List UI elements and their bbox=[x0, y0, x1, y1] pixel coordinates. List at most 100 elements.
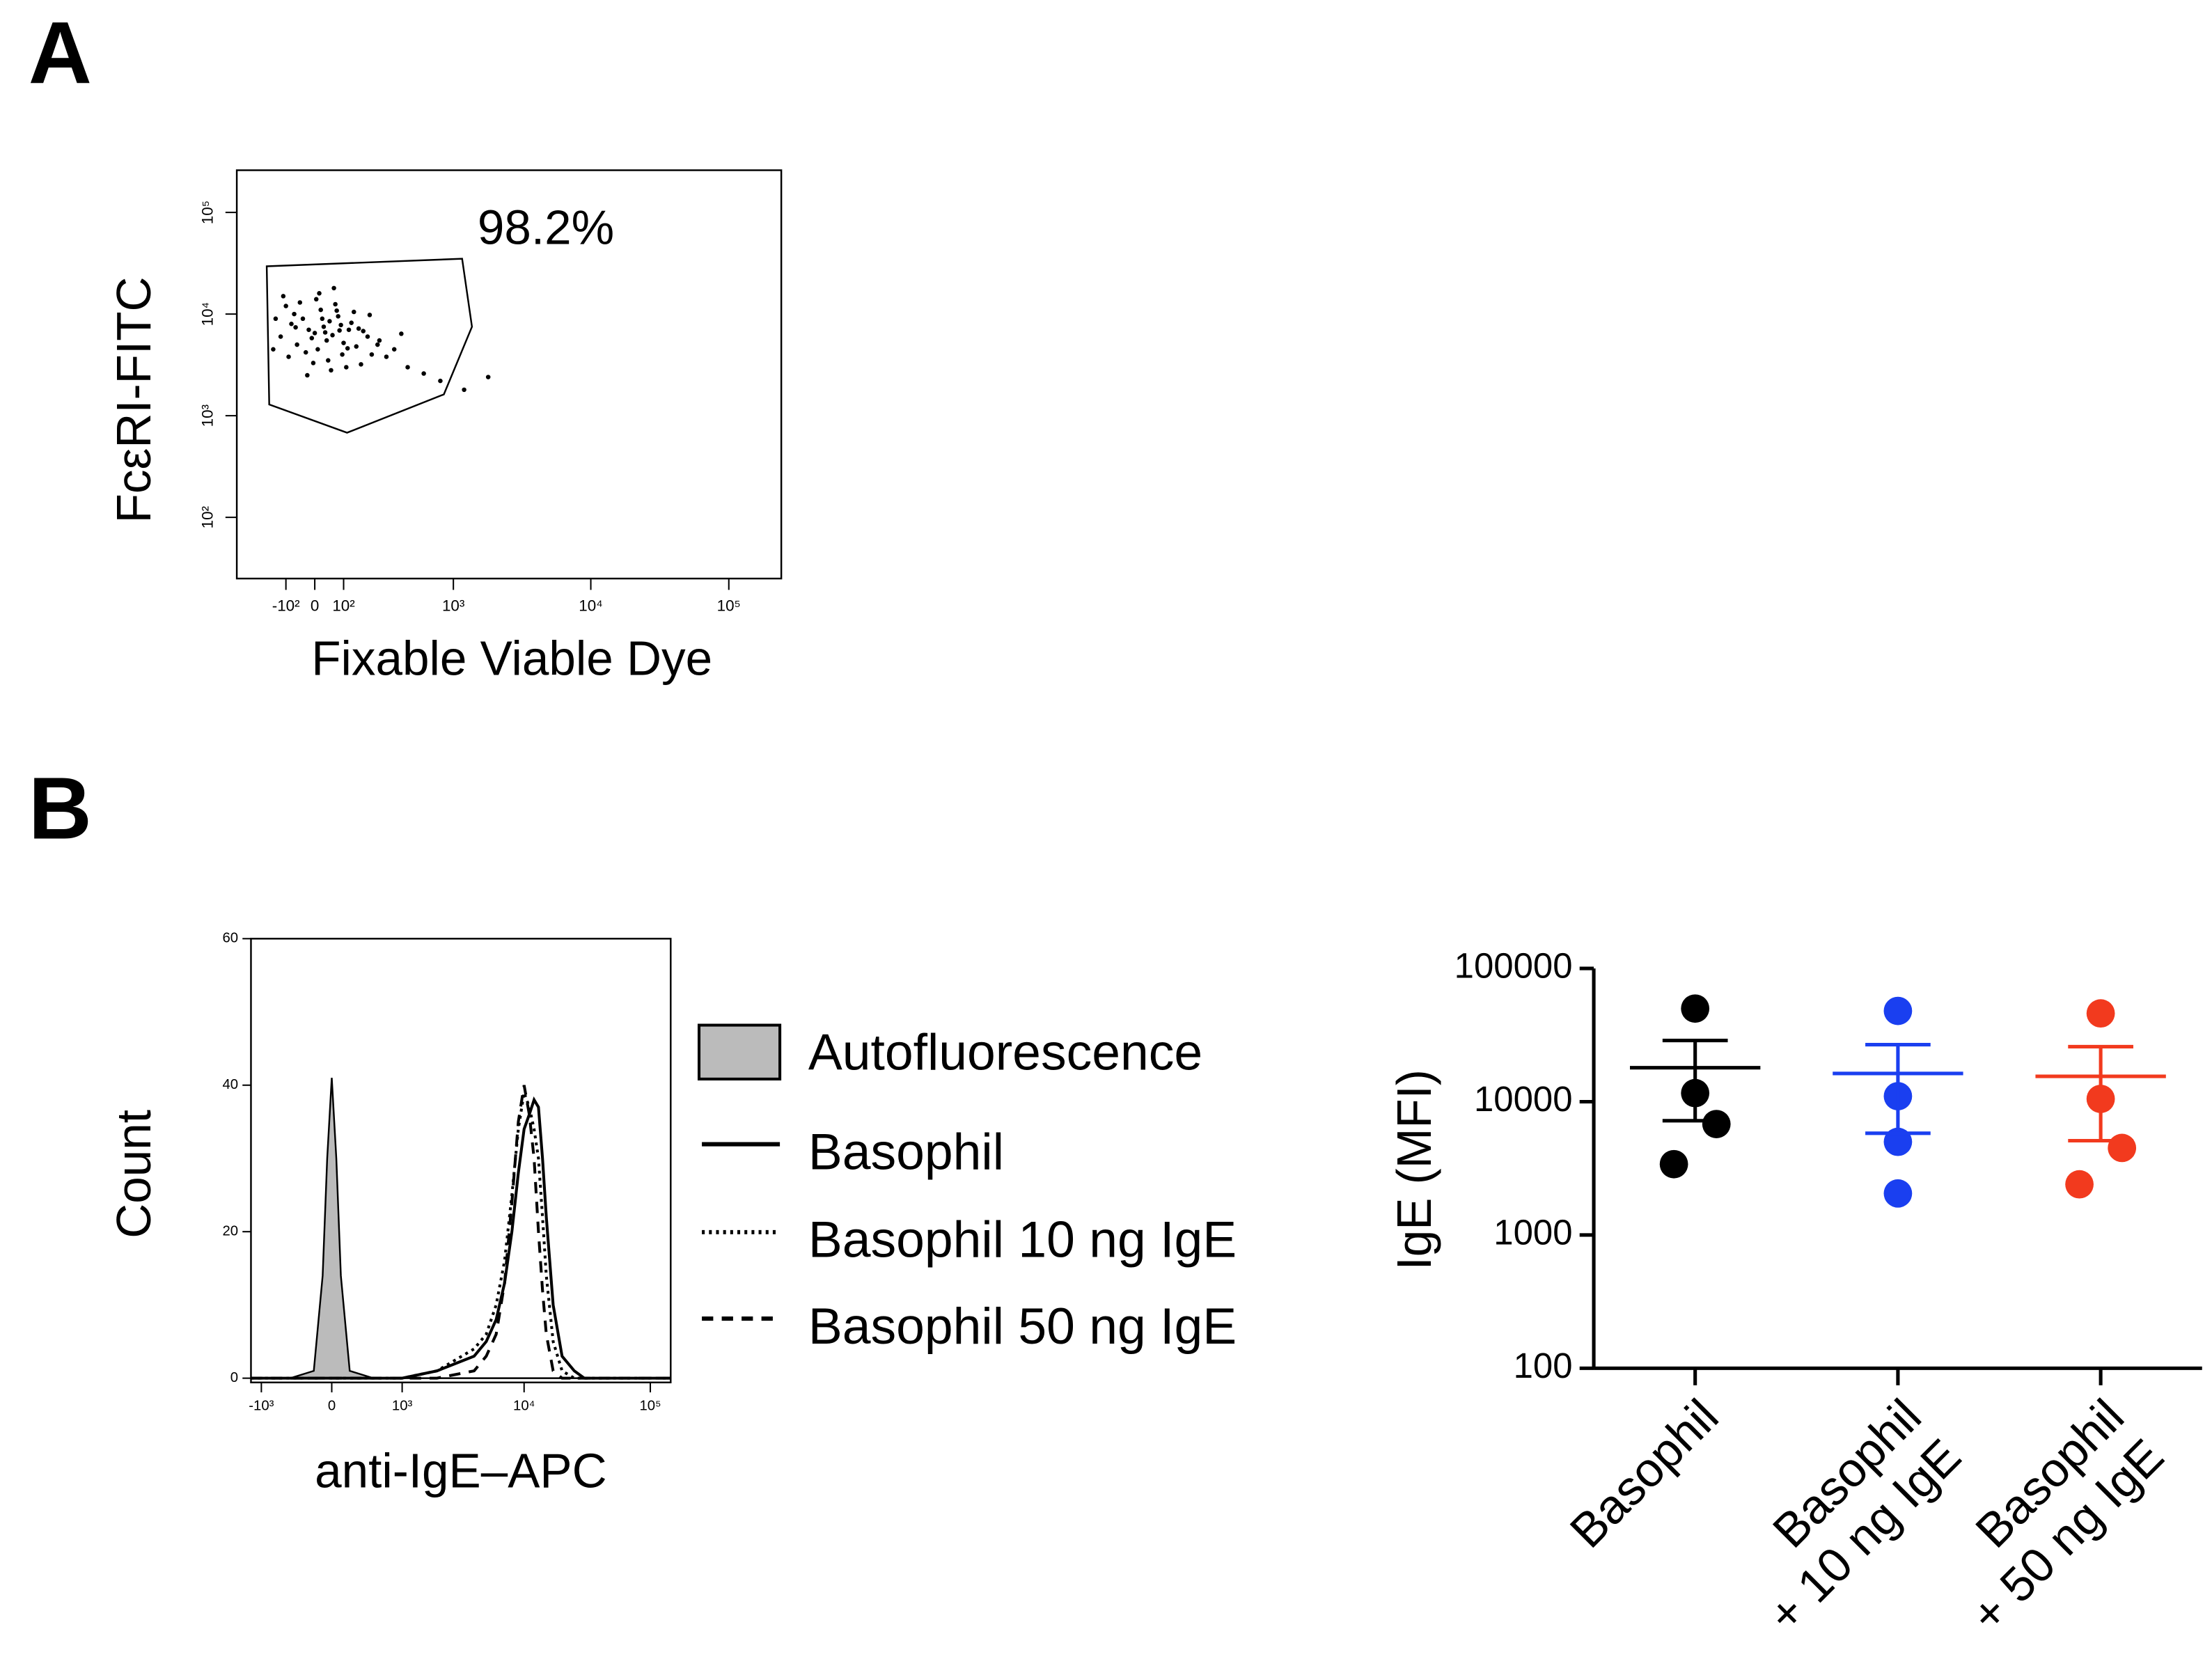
event-dot bbox=[329, 368, 334, 373]
event-dot bbox=[340, 352, 345, 357]
y-tick-label: 1000 bbox=[1493, 1212, 1572, 1252]
event-dot bbox=[324, 338, 329, 343]
y-tick-label: 60 bbox=[222, 931, 238, 946]
event-dot bbox=[356, 326, 361, 331]
event-dot bbox=[344, 365, 349, 370]
gate bbox=[265, 258, 473, 434]
event-dot bbox=[312, 331, 317, 336]
x-tick-label: 10⁵ bbox=[717, 597, 741, 615]
panel-label: B bbox=[29, 759, 92, 857]
event-dot bbox=[367, 313, 372, 317]
event-dot bbox=[352, 309, 356, 315]
event-dot bbox=[289, 321, 294, 327]
y-tick-label: 40 bbox=[222, 1077, 238, 1092]
event-dot bbox=[330, 333, 335, 338]
y-axis-title: IgE (MFI) bbox=[1387, 1069, 1441, 1270]
legend-label: Basophil 50 ng IgE bbox=[808, 1298, 1237, 1355]
event-dot bbox=[331, 285, 336, 291]
data-point bbox=[1883, 1179, 1913, 1208]
event-dot bbox=[399, 331, 404, 336]
plot-frame bbox=[235, 169, 783, 580]
event-dot bbox=[317, 291, 322, 296]
gate-annotation: 98.2% bbox=[478, 200, 614, 254]
event-dot bbox=[338, 322, 343, 328]
event-dot bbox=[485, 375, 491, 379]
x-axis-title: anti-IgE–APC bbox=[315, 1443, 606, 1497]
event-dot bbox=[384, 354, 389, 359]
x-tick-label: 10⁴ bbox=[513, 1399, 535, 1414]
event-dot bbox=[334, 308, 339, 313]
data-point bbox=[1659, 1149, 1688, 1179]
data-point bbox=[1681, 994, 1710, 1023]
event-dot bbox=[315, 347, 320, 352]
event-dot bbox=[309, 336, 315, 340]
histogram-line bbox=[251, 1085, 671, 1380]
event-dot bbox=[292, 311, 297, 317]
event-dot bbox=[327, 319, 332, 324]
x-tick-label: 10² bbox=[332, 597, 355, 615]
y-tick-label: 100000 bbox=[1454, 946, 1573, 986]
data-point bbox=[1883, 996, 1913, 1025]
event-dot bbox=[286, 354, 291, 359]
event-dot bbox=[293, 324, 298, 330]
event-dot bbox=[349, 320, 354, 325]
legend-label: Basophil 10 ng IgE bbox=[808, 1211, 1237, 1268]
y-tick-label: 10⁵ bbox=[198, 201, 216, 224]
legend-label: Autofluorescence bbox=[808, 1024, 1202, 1081]
event-dot bbox=[320, 316, 325, 322]
x-tick-label: 10⁴ bbox=[579, 597, 603, 615]
event-dot bbox=[297, 300, 303, 305]
event-dot bbox=[336, 314, 340, 319]
event-dot bbox=[303, 349, 308, 355]
event-dot bbox=[421, 371, 426, 376]
y-tick-label: 0 bbox=[230, 1370, 238, 1385]
event-dot bbox=[283, 304, 288, 308]
data-point bbox=[1702, 1110, 1731, 1138]
event-dot bbox=[369, 352, 375, 357]
plot-frame bbox=[250, 938, 672, 1383]
panel-label: A bbox=[29, 3, 92, 102]
event-dot bbox=[405, 365, 410, 370]
event-dot bbox=[300, 316, 306, 322]
event-dot bbox=[326, 358, 331, 363]
event-dot bbox=[322, 330, 328, 335]
legend-label: Basophil bbox=[808, 1123, 1004, 1180]
event-dot bbox=[271, 347, 276, 352]
data-point bbox=[2065, 1170, 2094, 1199]
y-tick-label: 10² bbox=[198, 505, 216, 528]
y-tick-label: 10000 bbox=[1474, 1079, 1573, 1119]
event-dot bbox=[391, 347, 397, 352]
event-dot bbox=[359, 362, 363, 367]
x-tick-label: 10⁵ bbox=[639, 1399, 661, 1414]
event-dot bbox=[438, 378, 443, 384]
data-point bbox=[2086, 999, 2115, 1028]
event-dot bbox=[365, 334, 370, 339]
x-tick-label: -10² bbox=[272, 597, 300, 615]
x-tick-label: -10³ bbox=[249, 1399, 274, 1414]
x-tick-label: 10³ bbox=[442, 597, 465, 615]
event-dot bbox=[281, 294, 286, 299]
event-dot bbox=[341, 340, 346, 345]
event-dot bbox=[313, 297, 319, 302]
event-dot bbox=[273, 316, 279, 322]
event-dot bbox=[318, 307, 323, 313]
x-tick-label: 0 bbox=[328, 1399, 336, 1414]
x-axis-title: Fixable Viable Dye bbox=[311, 631, 712, 685]
legend-swatch bbox=[697, 1023, 782, 1080]
event-dot bbox=[278, 334, 283, 339]
y-axis-title: Count bbox=[107, 1110, 161, 1239]
y-tick-label: 100 bbox=[1514, 1346, 1573, 1385]
event-dot bbox=[306, 327, 311, 332]
event-dot bbox=[361, 329, 366, 333]
event-dot bbox=[305, 372, 310, 378]
event-dot bbox=[462, 387, 466, 393]
y-axis-title: FcεRI-FITC bbox=[107, 276, 161, 523]
event-dot bbox=[375, 342, 380, 347]
event-dot bbox=[354, 344, 359, 349]
event-dot bbox=[337, 328, 342, 333]
event-dot bbox=[311, 361, 316, 365]
y-tick-label: 20 bbox=[222, 1224, 238, 1239]
event-dot bbox=[321, 324, 327, 329]
